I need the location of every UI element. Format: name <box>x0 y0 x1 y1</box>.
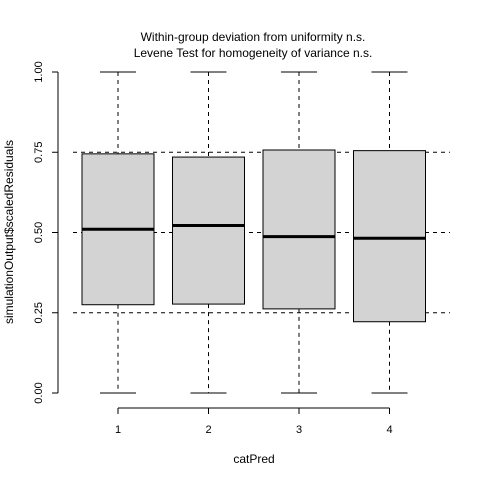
y-tick-label-2: 0.50 <box>33 222 45 243</box>
y-tick-label-3: 0.75 <box>33 142 45 163</box>
y-tick-label-4: 1.00 <box>33 61 45 82</box>
y-axis: 0.00 0.25 0.50 0.75 1.00 <box>33 61 59 404</box>
x-axis-label: catPred <box>233 452 274 466</box>
chart-title-line-2: Levene Test for homogeneity of variance … <box>134 46 373 60</box>
box-3 <box>262 71 336 394</box>
box-rect-2 <box>172 156 245 305</box>
boxes <box>81 71 426 394</box>
chart-title-line-1: Within-group deviation from uniformity n… <box>141 30 366 44</box>
box-4 <box>353 71 426 394</box>
y-tick-label-0: 0.00 <box>33 382 45 403</box>
box-rect-4 <box>353 150 426 323</box>
x-tick-label-4: 4 <box>386 424 392 436</box>
box-rect-3 <box>262 149 336 310</box>
y-tick-label-1: 0.25 <box>33 302 45 323</box>
box-2 <box>172 71 245 394</box>
x-axis: 1 2 3 4 <box>115 407 393 436</box>
y-axis-label: simulationOutput$scaledResiduals <box>2 140 16 324</box>
box-1 <box>81 71 155 394</box>
x-tick-label-1: 1 <box>115 424 121 436</box>
x-tick-label-2: 2 <box>205 424 211 436</box>
x-tick-label-3: 3 <box>296 424 302 436</box>
